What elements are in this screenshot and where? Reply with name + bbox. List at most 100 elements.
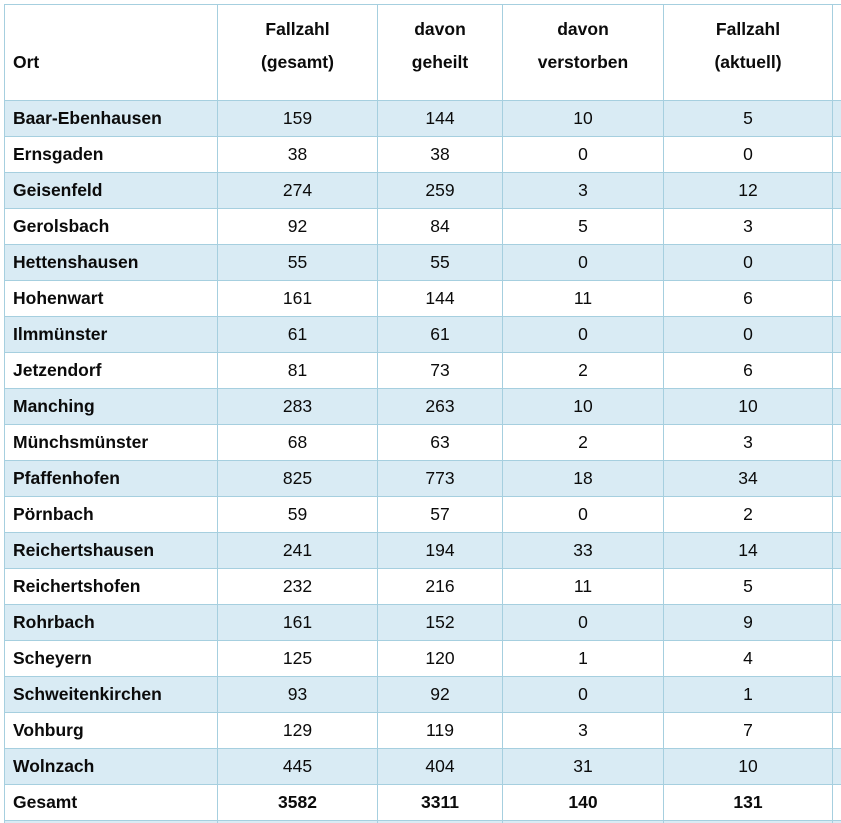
cell-ort: Geisenfeld <box>4 172 218 209</box>
cropped-column-sliver <box>832 280 841 317</box>
cell-davon-verstorben: 3 <box>502 712 664 749</box>
column-header-fallzahl-gesamt: Fallzahl (gesamt) <box>217 4 378 101</box>
cell-fallzahl-gesamt: 161 <box>217 280 378 317</box>
table-row: Pörnbach 59 57 0 2 <box>4 496 841 533</box>
cell-fallzahl-aktuell: 6 <box>663 352 833 389</box>
cell-fallzahl-gesamt: 232 <box>217 568 378 605</box>
cell-ort: Reichertshofen <box>4 568 218 605</box>
cropped-column-sliver <box>832 712 841 749</box>
cropped-column-sliver <box>832 640 841 677</box>
cell-fallzahl-aktuell: 0 <box>663 316 833 353</box>
cell-fallzahl-aktuell: 34 <box>663 460 833 497</box>
cell-davon-geheilt: 38 <box>377 136 503 173</box>
table-row: Ernsgaden 38 38 0 0 <box>4 136 841 173</box>
column-header-fallzahl-aktuell: Fallzahl (aktuell) <box>663 4 833 101</box>
table-row: Hettenshausen 55 55 0 0 <box>4 244 841 281</box>
cell-ort: Münchsmünster <box>4 424 218 461</box>
header-line-1 <box>13 13 217 46</box>
cell-fallzahl-aktuell: 131 <box>663 784 833 821</box>
cropped-column-sliver <box>832 424 841 461</box>
cell-fallzahl-aktuell: 1 <box>663 676 833 713</box>
cell-fallzahl-gesamt: 445 <box>217 748 378 785</box>
table-row: Reichertshofen 232 216 11 5 <box>4 568 841 605</box>
cropped-column-sliver <box>832 676 841 713</box>
cell-davon-geheilt: 119 <box>377 712 503 749</box>
table-row: Gesamt 3582 3311 140 131 <box>4 784 841 821</box>
cell-davon-verstorben: 33 <box>502 532 664 569</box>
table-row: Wolnzach 445 404 31 10 <box>4 748 841 785</box>
cropped-column-sliver <box>832 136 841 173</box>
header-line-2: geheilt <box>411 52 469 72</box>
header-line-1: davon <box>414 19 466 39</box>
cell-davon-geheilt: 57 <box>377 496 503 533</box>
cell-fallzahl-gesamt: 81 <box>217 352 378 389</box>
cropped-table-row <box>4 820 841 823</box>
cell-davon-verstorben: 0 <box>502 316 664 353</box>
cell-davon-verstorben: 18 <box>502 460 664 497</box>
cell-fallzahl-aktuell: 3 <box>663 208 833 245</box>
table-row: Schweitenkirchen 93 92 0 1 <box>4 676 841 713</box>
cropped-column-sliver <box>832 460 841 497</box>
cell-fallzahl-gesamt: 59 <box>217 496 378 533</box>
cell-fallzahl-aktuell: 3 <box>663 424 833 461</box>
cell-davon-geheilt: 144 <box>377 100 503 137</box>
cell-davon-geheilt: 73 <box>377 352 503 389</box>
column-header-davon-geheilt: davon geheilt <box>377 4 503 101</box>
cropped-column-sliver <box>832 244 841 281</box>
table-row: Vohburg 129 119 3 7 <box>4 712 841 749</box>
cell-fallzahl-gesamt: 129 <box>217 712 378 749</box>
cell-ort: Pfaffenhofen <box>4 460 218 497</box>
cropped-column-sliver <box>832 604 841 641</box>
cell-fallzahl-aktuell: 4 <box>663 640 833 677</box>
cell-ort: Gesamt <box>4 784 218 821</box>
cell-davon-verstorben: 0 <box>502 604 664 641</box>
table-row: Geisenfeld 274 259 3 12 <box>4 172 841 209</box>
cropped-column-sliver <box>832 208 841 245</box>
cell-davon-verstorben: 10 <box>502 100 664 137</box>
cropped-column-sliver <box>832 568 841 605</box>
cell-davon-geheilt: 92 <box>377 676 503 713</box>
cell-fallzahl-aktuell: 10 <box>663 748 833 785</box>
column-header-davon-verstorben: davon verstorben <box>502 4 664 101</box>
cell-fallzahl-aktuell: 2 <box>663 496 833 533</box>
table-row: Manching 283 263 10 10 <box>4 388 841 425</box>
cell-davon-verstorben: 3 <box>502 172 664 209</box>
cell-ort: Vohburg <box>4 712 218 749</box>
cell-davon-verstorben: 0 <box>502 136 664 173</box>
cell-davon-verstorben: 0 <box>502 496 664 533</box>
cell-davon-verstorben: 31 <box>502 748 664 785</box>
cell-fallzahl-gesamt: 159 <box>217 100 378 137</box>
cell-ort: Ilmmünster <box>4 316 218 353</box>
cell-davon-geheilt: 216 <box>377 568 503 605</box>
cell-fallzahl-aktuell: 5 <box>663 568 833 605</box>
cell-fallzahl-gesamt: 161 <box>217 604 378 641</box>
cell-fallzahl-gesamt: 92 <box>217 208 378 245</box>
cell-fallzahl-gesamt: 93 <box>217 676 378 713</box>
cell-fallzahl-aktuell: 14 <box>663 532 833 569</box>
cell-davon-geheilt: 263 <box>377 388 503 425</box>
cell-davon-geheilt: 120 <box>377 640 503 677</box>
cell-davon-verstorben: 11 <box>502 280 664 317</box>
header-line-1: davon <box>557 19 609 39</box>
cell-davon-geheilt: 194 <box>377 532 503 569</box>
cell-davon-verstorben: 0 <box>502 244 664 281</box>
cell-davon-verstorben: 11 <box>502 568 664 605</box>
cell-ort: Schweitenkirchen <box>4 676 218 713</box>
cell-ort: Wolnzach <box>4 748 218 785</box>
table-row: Pfaffenhofen 825 773 18 34 <box>4 460 841 497</box>
cell-fallzahl-aktuell: 12 <box>663 172 833 209</box>
cell-fallzahl-gesamt: 825 <box>217 460 378 497</box>
cell-davon-verstorben: 2 <box>502 424 664 461</box>
cell-davon-verstorben: 140 <box>502 784 664 821</box>
cell-davon-verstorben: 1 <box>502 640 664 677</box>
cell-davon-verstorben: 5 <box>502 208 664 245</box>
table-row: Scheyern 125 120 1 4 <box>4 640 841 677</box>
cell-fallzahl-gesamt: 283 <box>217 388 378 425</box>
cell-davon-geheilt: 61 <box>377 316 503 353</box>
cell-davon-verstorben: 0 <box>502 676 664 713</box>
cell-fallzahl-gesamt: 241 <box>217 532 378 569</box>
cropped-column-sliver <box>832 352 841 389</box>
cropped-column-sliver <box>832 100 841 137</box>
cell-davon-verstorben: 2 <box>502 352 664 389</box>
header-line-2: verstorben <box>537 52 629 72</box>
